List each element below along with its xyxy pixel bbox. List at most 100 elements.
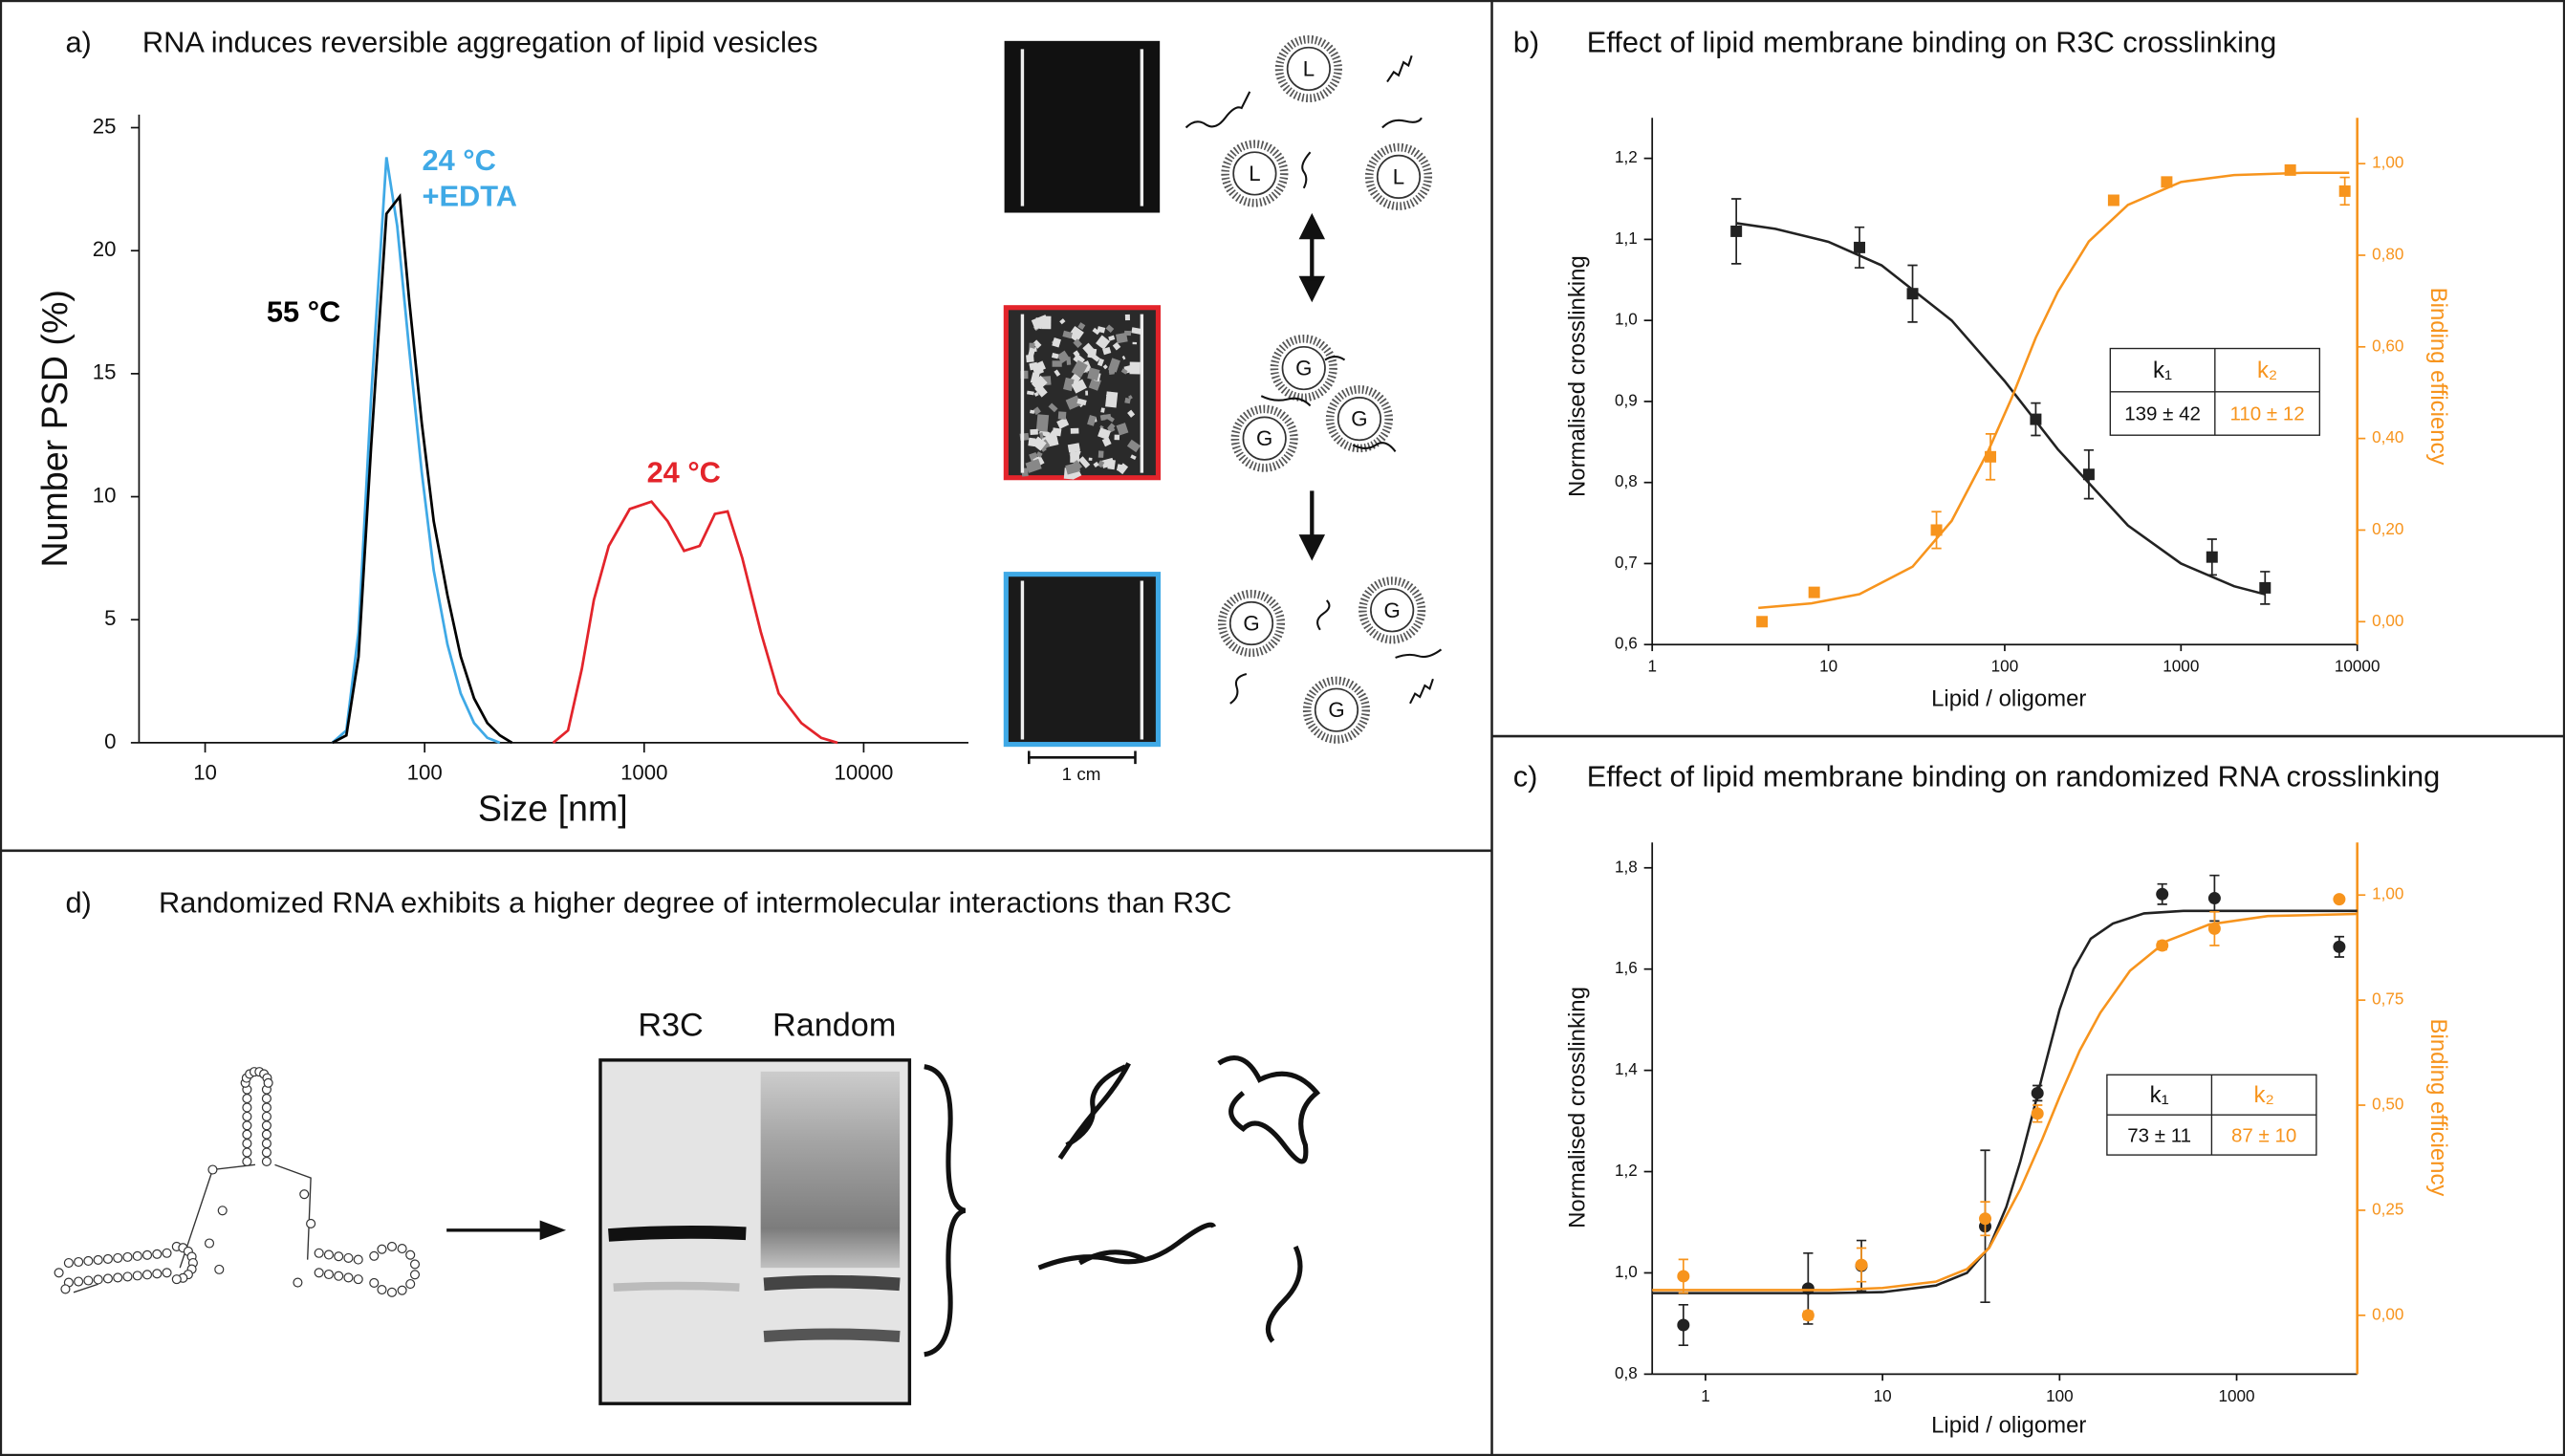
- marker: [2207, 892, 2221, 905]
- y-tick-label: 1,2: [1615, 1162, 1638, 1180]
- chart-title: Effect of lipid membrane binding on rand…: [1587, 760, 2441, 793]
- nucleotide: [369, 1250, 380, 1261]
- nucleotide: [152, 1269, 163, 1279]
- y-tick-label: 0,7: [1615, 554, 1638, 572]
- texture: [1056, 417, 1070, 429]
- texture: [1070, 451, 1079, 463]
- y2-tick-label: 0,80: [2372, 246, 2403, 264]
- y2-axis-label: Binding efficiency: [2425, 1019, 2451, 1197]
- nucleotide: [242, 1102, 252, 1113]
- nucleotide: [171, 1274, 182, 1285]
- texture: [1126, 439, 1141, 453]
- panel-title: Randomized RNA exhibits a higher degree …: [159, 885, 1231, 919]
- y2-tick-label: 0,00: [2372, 612, 2403, 630]
- y-tick-label: 0,6: [1615, 635, 1638, 653]
- photo: [1003, 572, 1162, 748]
- texture: [1031, 375, 1048, 392]
- marker: [2082, 468, 2095, 481]
- lane-label: R3C: [638, 1008, 703, 1044]
- nucleotide: [409, 1259, 421, 1270]
- texture: [1120, 368, 1128, 375]
- y-tick-label: 15: [93, 360, 117, 384]
- texture: [1097, 358, 1105, 367]
- y-tick-label: 25: [93, 114, 117, 138]
- vesicle-core: [1370, 588, 1415, 633]
- texture: [1035, 384, 1044, 391]
- nucleotide: [54, 1268, 64, 1278]
- photo: [1004, 40, 1161, 213]
- vesicle: [1217, 589, 1286, 658]
- nucleotide: [343, 1272, 354, 1283]
- vesicle-label: L: [1303, 57, 1315, 81]
- scale-bar: [1027, 750, 1137, 765]
- marker: [2161, 176, 2173, 188]
- texture: [1052, 427, 1062, 437]
- vesicle: [1270, 334, 1337, 402]
- y2-tick-label: 0,25: [2372, 1200, 2403, 1218]
- x-tick-label: 1000: [2163, 658, 2199, 676]
- texture: [1102, 364, 1108, 370]
- marker: [1906, 288, 1919, 300]
- texture: [1051, 353, 1059, 359]
- series-label: 55 °C: [267, 295, 340, 329]
- y-tick-label: 1,8: [1615, 858, 1638, 876]
- rna-strands: [1037, 1055, 1321, 1343]
- texture: [1056, 350, 1070, 364]
- texture: [1108, 335, 1116, 341]
- nucleotide: [334, 1251, 344, 1262]
- marker: [2107, 194, 2119, 206]
- y-tick-label: 10: [93, 483, 117, 507]
- texture: [1092, 327, 1100, 336]
- table-header: k₂: [2257, 358, 2277, 383]
- x-tick-label: 1: [1647, 658, 1657, 676]
- texture: [1041, 315, 1052, 330]
- cuvette-photos: [1003, 40, 1162, 765]
- texture: [1087, 367, 1100, 381]
- nucleotide: [261, 1156, 272, 1166]
- nucleotide: [386, 1287, 398, 1297]
- nucleotide: [141, 1270, 153, 1280]
- data-line: [1652, 909, 2358, 1294]
- nucleotide: [217, 1206, 228, 1216]
- table-header: k₁: [2150, 1082, 2169, 1108]
- series-label: 24 °C: [647, 455, 721, 489]
- texture: [1052, 337, 1061, 348]
- nucleotide: [63, 1257, 74, 1269]
- texture: [1039, 432, 1044, 440]
- vesicle-core: [1281, 345, 1326, 391]
- vesicle: [1302, 676, 1371, 744]
- series-label: 24 °C +EDTA: [422, 143, 518, 212]
- chart-title: Effect of lipid membrane binding on R3C …: [1587, 25, 2276, 58]
- x-tick-label: 100: [1991, 658, 2019, 676]
- marker: [1979, 1212, 1992, 1226]
- nucleotide: [343, 1252, 354, 1263]
- x-axis-label: Lipid / oligomer: [1931, 1412, 2086, 1438]
- nucleotide: [83, 1275, 94, 1286]
- y2-axis-label: Binding efficiency: [2425, 288, 2451, 466]
- marker: [1677, 1318, 1690, 1332]
- nucleotide: [261, 1147, 272, 1158]
- table-cell: 139 ± 42: [2124, 403, 2201, 425]
- texture: [1076, 398, 1087, 406]
- y2-tick-label: 1,00: [2372, 154, 2403, 172]
- texture: [1077, 322, 1086, 331]
- texture: [1068, 325, 1084, 342]
- texture: [1067, 443, 1080, 453]
- x-tick-label: 1000: [620, 760, 667, 784]
- nucleotide: [242, 1120, 252, 1131]
- rna-structure: [54, 1067, 421, 1297]
- data-line: [1735, 222, 2266, 596]
- y-tick-label: 0,9: [1615, 391, 1638, 409]
- table-cell: 87 ± 10: [2231, 1124, 2296, 1146]
- texture: [1129, 361, 1141, 375]
- nucleotide: [386, 1241, 398, 1251]
- texture: [1098, 427, 1111, 441]
- vesicle-core: [1376, 154, 1422, 199]
- nucleotide: [102, 1273, 113, 1284]
- x-tick-label: 1000: [2218, 1387, 2254, 1405]
- texture: [1057, 411, 1067, 420]
- gel: [598, 1058, 967, 1405]
- y-tick-label: 5: [104, 606, 116, 630]
- data-line: [1758, 171, 2350, 610]
